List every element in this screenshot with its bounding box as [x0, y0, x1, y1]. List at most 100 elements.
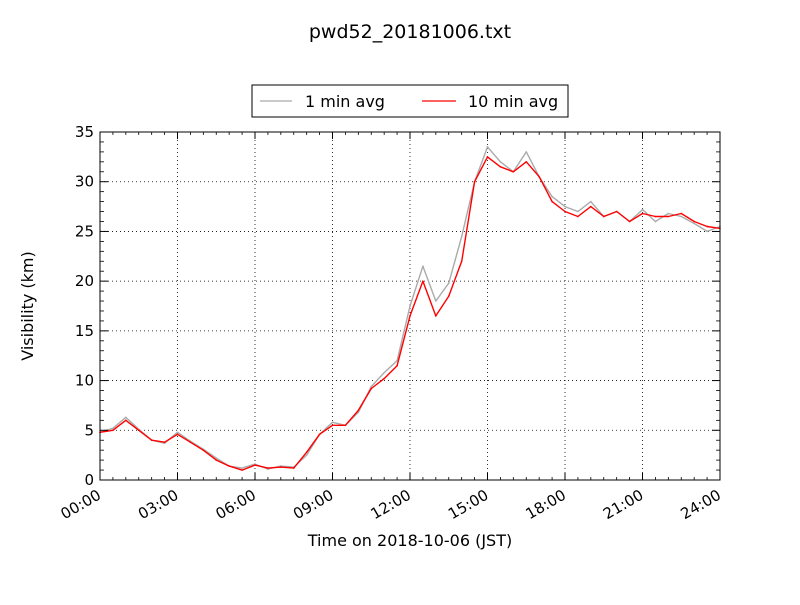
series-ten-min-point — [602, 215, 605, 218]
series-one-min-point — [435, 300, 437, 302]
x-tick-label: 06:00 — [213, 486, 259, 523]
y-tick-label: 0 — [84, 471, 94, 489]
series-one-min-point — [654, 220, 657, 223]
series-one-min-point — [112, 427, 114, 430]
series-ten-min-point — [163, 441, 166, 444]
x-tick-label: 09:00 — [290, 486, 336, 523]
y-tick-label: 10 — [75, 372, 94, 390]
series-one-min-point — [447, 282, 450, 284]
series-ten-min-point — [577, 215, 579, 218]
series-ten-min-point — [538, 175, 540, 178]
series-one-min-point — [383, 371, 385, 374]
series-one-min-point — [680, 215, 683, 218]
y-tick-label: 30 — [75, 173, 94, 191]
series-one-min-point — [693, 222, 695, 225]
y-tick-label: 15 — [75, 322, 94, 340]
series-ten-min-point — [280, 466, 282, 468]
series-ten-min-point — [641, 212, 644, 215]
plot-frame — [99, 131, 721, 481]
y-tick-label: 35 — [75, 123, 94, 141]
y-tick-label: 25 — [75, 222, 94, 240]
chart-title: pwd52_20181006.txt — [309, 21, 511, 43]
series-ten-min-point — [370, 387, 373, 390]
series-ten-min-point — [241, 469, 243, 471]
y-tick-label: 20 — [75, 272, 94, 290]
y-tick-label: 5 — [84, 421, 94, 439]
series-one-min-point — [125, 416, 127, 419]
series-one-min-point — [667, 212, 670, 215]
series-ten-min-point — [564, 210, 566, 213]
series-one-min-point — [577, 210, 579, 213]
series-one-min-point — [305, 454, 308, 456]
series-one-min-point — [396, 359, 398, 362]
series-ten-min-point — [551, 200, 553, 203]
series-ten-min-point — [473, 180, 476, 183]
series-one-min-point — [331, 421, 334, 424]
series-ten-min-point — [383, 377, 385, 380]
series-one-min-point — [409, 305, 411, 307]
series-ten-min-point — [267, 467, 269, 469]
series-ten-min-point — [137, 429, 140, 432]
series-ten-min-point — [667, 215, 670, 218]
series-one-min-point — [357, 411, 360, 414]
y-axis-label: Visibility (km) — [18, 251, 37, 360]
series-one-min-point — [460, 235, 463, 238]
series-one-min-point — [564, 205, 566, 208]
series-one-min-point — [641, 208, 644, 211]
x-axis-label: Time on 2018-10-06 (JST) — [307, 531, 512, 550]
series-one-min-point — [706, 230, 708, 233]
series-one-min-point — [590, 200, 592, 203]
series-one-min-point — [370, 385, 373, 388]
series-ten-min-point — [435, 315, 437, 317]
series-ten-min — [99, 156, 721, 471]
series-ten-min-point — [150, 439, 153, 442]
legend-label-ten-min: 10 min avg — [468, 92, 558, 111]
legend-box — [251, 84, 569, 118]
x-tick-label: 21:00 — [600, 486, 646, 523]
x-tick-label: 00:00 — [58, 486, 104, 523]
series-ten-min-point — [512, 170, 515, 173]
series-ten-min-point — [447, 295, 450, 297]
x-tick-label: 15:00 — [445, 486, 491, 523]
series-ten-min-point — [112, 429, 114, 432]
series-ten-min-point — [615, 210, 618, 213]
series-ten-min-point — [228, 465, 230, 467]
x-tick-label: 03:00 — [135, 486, 181, 523]
x-tick-label: 12:00 — [368, 486, 414, 523]
legend: 1 min avg 10 min avg — [251, 84, 569, 118]
series-ten-min-point — [189, 441, 192, 444]
series-ten-min-point — [525, 161, 528, 163]
series-ten-min-point — [202, 449, 205, 451]
series-one-min-point — [215, 457, 218, 459]
series-ten-min-point — [125, 419, 127, 422]
series-ten-min-point — [215, 459, 218, 461]
series-ten-min-point — [176, 433, 179, 436]
series-ten-min-point — [693, 220, 695, 223]
series-one-min-point — [499, 161, 502, 163]
series-ten-min-point — [254, 464, 256, 466]
legend-label-one-min: 1 min avg — [305, 92, 385, 111]
series-one-min-point — [422, 265, 424, 268]
series-ten-min-point — [422, 280, 424, 282]
series-one-min-point — [486, 146, 489, 148]
series-one-min-point — [525, 151, 528, 153]
series-ten-min-point — [357, 409, 360, 412]
x-tick-label: 24:00 — [678, 486, 724, 523]
series-ten-min-point — [460, 260, 463, 263]
series-ten-min-point — [292, 467, 295, 469]
series-ten-min-point — [305, 451, 308, 453]
series-ten-min-point — [344, 424, 347, 427]
series-ten-min-point — [486, 156, 489, 158]
x-tick-label: 18:00 — [523, 486, 569, 523]
series-one-min-point — [241, 467, 243, 469]
series-ten-min-point — [331, 424, 334, 427]
series-ten-min-point — [706, 225, 708, 228]
series-ten-min-point — [396, 364, 398, 367]
series-one-min-point — [551, 195, 553, 198]
series-ten-min-point — [409, 315, 411, 317]
series-ten-min-point — [628, 220, 631, 223]
series-ten-min-point — [680, 212, 683, 215]
series-ten-min-point — [654, 215, 657, 218]
